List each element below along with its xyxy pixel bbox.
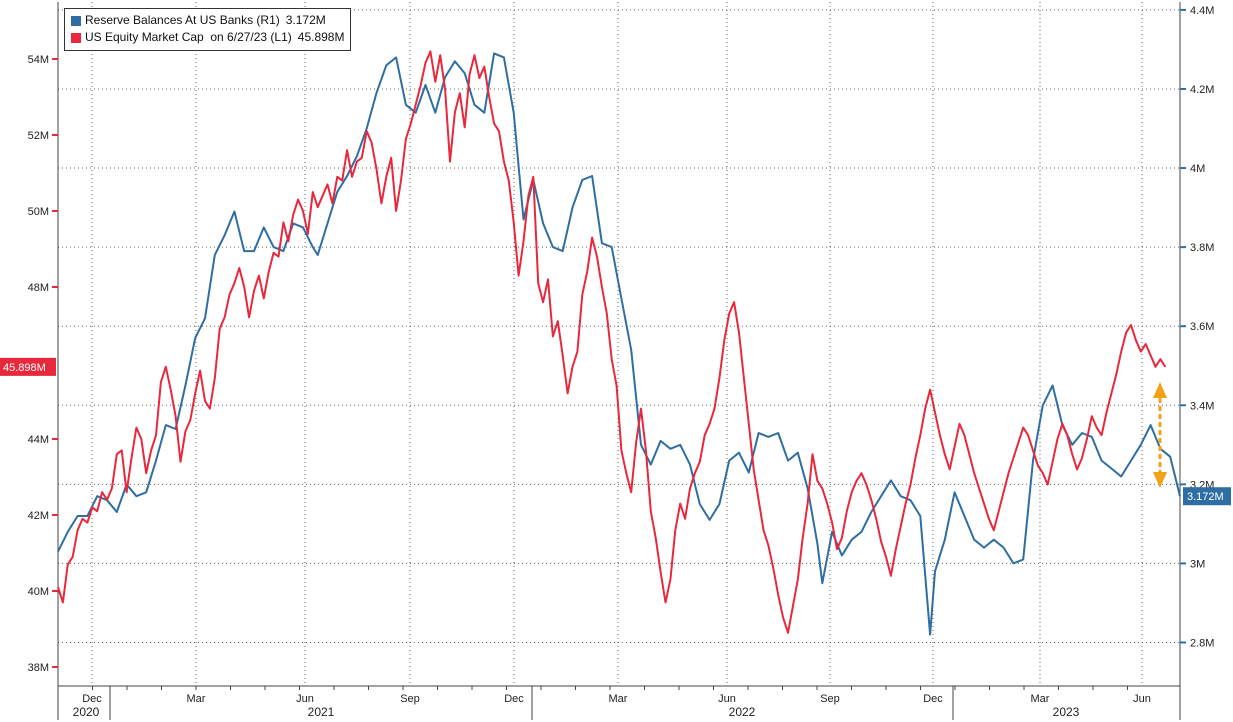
left-tick-label: 38M xyxy=(28,662,49,674)
legend-entry-equity: US Equity Market Cap on 6/27/23 (L1) 45.… xyxy=(71,29,344,46)
series-line-reserves xyxy=(57,52,1181,636)
month-label: Sep xyxy=(820,693,840,705)
right-tick-label: 4M xyxy=(1190,163,1205,175)
left-tick-label: 54M xyxy=(28,54,49,66)
legend-value-equity: 45.898M xyxy=(297,30,345,44)
month-label: Sep xyxy=(400,693,420,705)
month-label: Dec xyxy=(923,693,943,705)
right-tick-label: 4.4M xyxy=(1190,5,1214,17)
year-label: 2022 xyxy=(729,705,756,719)
x-axis: Dec Mar Jun Sep Dec Mar Jun Sep Dec Mar Jun 2020 202… xyxy=(57,685,1181,720)
left-last-value-tag: 45.898M xyxy=(0,357,56,376)
left-tick-label: 44M xyxy=(28,434,49,446)
left-axis: 38M 40M 42M 44M 48M 50M 52M 54M xyxy=(28,2,59,686)
year-label: 2020 xyxy=(73,705,100,719)
right-tick-label: 3.8M xyxy=(1190,242,1214,254)
left-tick-label: 48M xyxy=(28,282,49,294)
legend-label-reserves: Reserve Balances At US Banks (R1) xyxy=(85,13,280,27)
legend-entry-reserves: Reserve Balances At US Banks (R1) 3.172M xyxy=(71,12,344,29)
left-tick-label: 50M xyxy=(28,206,49,218)
month-label: Dec xyxy=(82,693,102,705)
series-layer xyxy=(57,50,1181,636)
right-tick-label: 2.8M xyxy=(1190,638,1214,650)
right-tick-label: 3M xyxy=(1190,558,1205,570)
right-tick-label: 4.2M xyxy=(1190,84,1214,96)
legend-swatch-blue xyxy=(71,15,81,26)
right-tick-label: 3.6M xyxy=(1190,321,1214,333)
left-last-value-label: 45.898M xyxy=(3,362,46,374)
right-tick-label: 3.4M xyxy=(1190,400,1214,412)
left-tick-label: 52M xyxy=(28,130,49,142)
gap-arrow-icon xyxy=(1153,382,1167,488)
grid-lines xyxy=(58,2,1180,686)
month-label: Jun xyxy=(1133,693,1151,705)
month-label: Dec xyxy=(504,693,524,705)
legend-label-equity: US Equity Market Cap on 6/27/23 (L1) xyxy=(85,30,292,44)
gap-arrow-head-up xyxy=(1153,382,1167,398)
series-line-equity xyxy=(57,50,1167,634)
left-tick-label: 40M xyxy=(28,586,49,598)
gap-arrow-head-down xyxy=(1153,472,1167,488)
month-label: Jun xyxy=(718,693,736,705)
month-label: Mar xyxy=(609,693,628,705)
legend-value-reserves: 3.172M xyxy=(285,13,326,27)
month-label: Jun xyxy=(296,693,314,705)
legend: Reserve Balances At US Banks (R1) 3.172M… xyxy=(64,8,352,51)
left-tick-label: 42M xyxy=(28,510,49,522)
right-last-value-tag: 3.172M xyxy=(1183,487,1231,506)
legend-swatch-red xyxy=(71,32,81,43)
month-label: Mar xyxy=(1031,693,1050,705)
month-label: Mar xyxy=(187,693,206,705)
year-label: 2023 xyxy=(1053,705,1080,719)
right-last-value-label: 3.172M xyxy=(1187,491,1224,503)
year-label: 2021 xyxy=(308,705,335,719)
